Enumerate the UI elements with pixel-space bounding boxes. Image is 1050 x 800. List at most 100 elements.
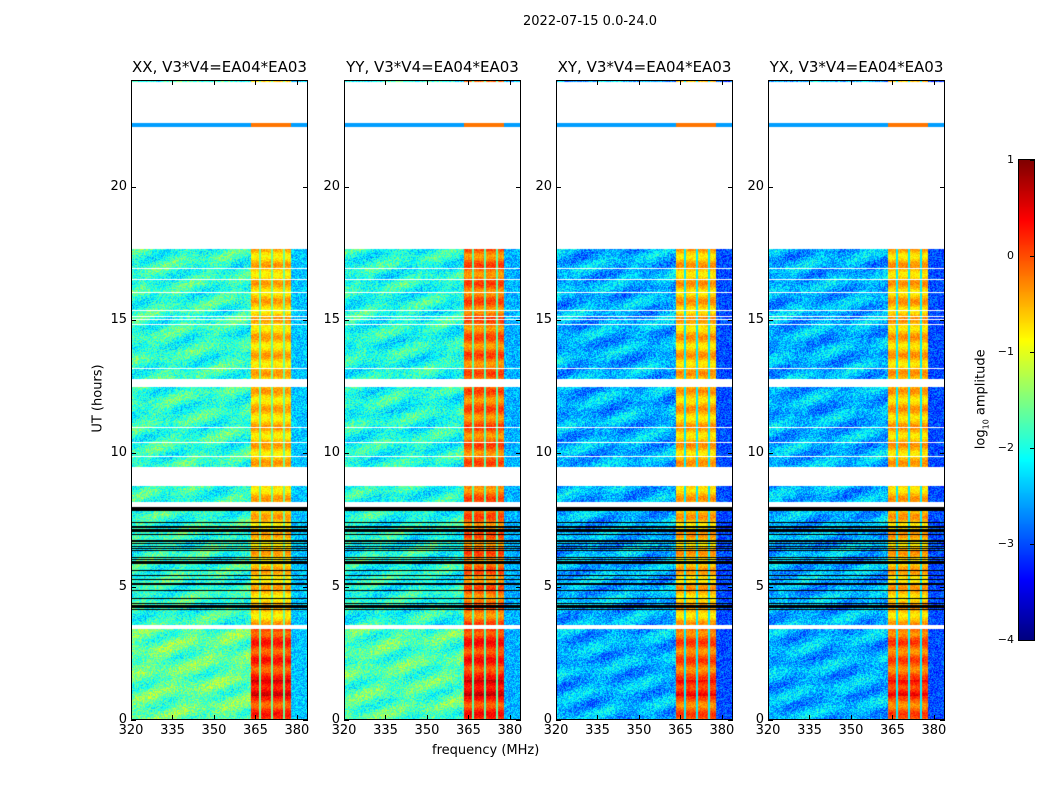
x-tick-mark [172, 715, 174, 720]
y-axis-label: UT (hours) [90, 364, 106, 433]
figure-title: 2022-07-15 0.0-24.0 [523, 14, 657, 29]
x-tick-mark [850, 715, 852, 720]
y-tick-mark [556, 453, 561, 455]
y-tick-mark [768, 720, 773, 721]
y-tick-mark [768, 320, 773, 321]
panel-axes [344, 80, 521, 720]
y-tick-label: 0 [118, 712, 127, 727]
y-tick-mark-right [303, 186, 308, 188]
y-tick-label: 20 [747, 178, 764, 194]
x-tick-mark-top [809, 80, 811, 85]
y-tick-label: 20 [535, 178, 552, 194]
y-tick-mark [556, 186, 561, 188]
x-tick-mark [296, 715, 298, 720]
panel-title: YX, V3*V4=EA04*EA03 [769, 58, 944, 76]
colorbar [1018, 159, 1035, 641]
x-tick-mark-top [131, 80, 132, 85]
x-tick-mark-top [296, 80, 298, 85]
x-tick-label: 320 [755, 723, 781, 738]
x-tick-mark-top [426, 80, 428, 85]
x-tick-mark [255, 715, 257, 720]
x-axis-label: frequency (MHz) [432, 743, 540, 758]
y-tick-mark-right [940, 453, 945, 455]
x-tick-label: 365 [668, 723, 693, 738]
x-tick-mark-top [385, 80, 387, 85]
y-tick-label: 15 [323, 312, 340, 327]
y-tick-mark-right [728, 720, 733, 721]
x-tick-mark [556, 715, 557, 720]
y-tick-label: 10 [747, 445, 764, 461]
y-tick-mark-right [940, 186, 945, 188]
colorbar-tick-label: 0 [1007, 249, 1014, 262]
colorbar-tick-mark [1030, 160, 1035, 161]
colorbar-tick-label: −2 [997, 441, 1014, 454]
y-tick-mark-right [303, 453, 308, 455]
x-tick-mark-top [344, 80, 345, 85]
x-tick-mark [768, 715, 769, 720]
y-tick-label: 0 [331, 712, 340, 727]
y-tick-label: 0 [543, 712, 552, 727]
x-tick-mark-top [721, 80, 723, 85]
x-tick-mark [892, 715, 894, 720]
y-tick-mark-right [728, 453, 733, 455]
x-tick-mark [721, 715, 723, 720]
colorbar-gradient [1019, 160, 1034, 640]
colorbar-tick-label: −3 [997, 537, 1014, 550]
y-tick-mark [768, 586, 773, 588]
x-tick-label: 320 [118, 723, 144, 738]
heatmap-image [345, 81, 520, 719]
y-tick-label: 5 [755, 578, 764, 594]
x-tick-mark-top [892, 80, 894, 85]
y-tick-mark [556, 586, 561, 588]
y-tick-mark [768, 453, 773, 455]
x-tick-label: 335 [797, 723, 822, 738]
y-tick-label: 10 [110, 445, 127, 461]
y-tick-mark [556, 320, 561, 321]
colorbar-tick-mark [1030, 544, 1035, 545]
x-tick-label: 350 [201, 723, 227, 738]
x-tick-mark-top [172, 80, 174, 85]
colorbar-label-base: 10 [981, 419, 991, 430]
y-tick-mark [344, 586, 349, 588]
x-tick-label: 350 [838, 723, 864, 738]
heatmap-image [557, 81, 732, 719]
x-tick-label: 380 [709, 723, 735, 738]
colorbar-tick-label: −1 [997, 345, 1014, 358]
x-tick-mark-top [680, 80, 682, 85]
y-tick-label: 20 [323, 178, 340, 194]
x-tick-mark [213, 715, 215, 720]
y-tick-mark-right [516, 586, 521, 588]
y-tick-mark-right [940, 720, 945, 721]
y-tick-mark [131, 186, 136, 188]
y-tick-label: 5 [543, 578, 552, 594]
y-tick-mark [556, 720, 561, 721]
x-tick-mark [809, 715, 811, 720]
y-tick-label: 0 [755, 712, 764, 727]
y-tick-mark-right [940, 586, 945, 588]
x-tick-mark [597, 715, 599, 720]
y-tick-mark [768, 186, 773, 188]
x-tick-mark [638, 715, 640, 720]
x-tick-mark-top [255, 80, 257, 85]
y-tick-mark-right [516, 320, 521, 321]
y-tick-mark-right [516, 186, 521, 188]
y-tick-mark [131, 586, 136, 588]
x-tick-mark-top [468, 80, 470, 85]
y-tick-mark [131, 720, 136, 721]
y-tick-mark [344, 453, 349, 455]
y-tick-label: 15 [110, 312, 127, 327]
x-tick-mark [680, 715, 682, 720]
y-tick-mark-right [303, 720, 308, 721]
colorbar-tick-mark [1030, 256, 1035, 257]
y-tick-mark-right [728, 186, 733, 188]
x-tick-mark-top [509, 80, 511, 85]
x-tick-label: 335 [585, 723, 610, 738]
y-tick-mark-right [728, 320, 733, 321]
x-tick-mark-top [213, 80, 215, 85]
panel-axes [556, 80, 733, 720]
x-tick-label: 365 [243, 723, 268, 738]
x-tick-label: 320 [543, 723, 569, 738]
panel-title: YY, V3*V4=EA04*EA03 [346, 58, 519, 76]
x-tick-mark-top [850, 80, 852, 85]
y-tick-label: 5 [331, 578, 340, 594]
